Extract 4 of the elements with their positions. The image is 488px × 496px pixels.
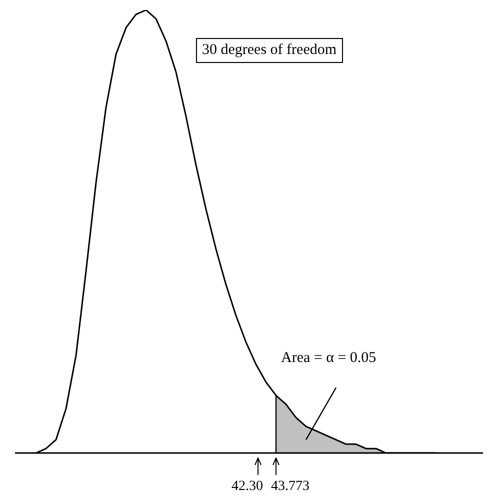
annotation: Area = α = 0.05 [281, 350, 376, 367]
text: 30 degrees of freedom [196, 38, 343, 63]
text: 43.773 [271, 479, 310, 494]
text: 42.30 [232, 479, 263, 494]
